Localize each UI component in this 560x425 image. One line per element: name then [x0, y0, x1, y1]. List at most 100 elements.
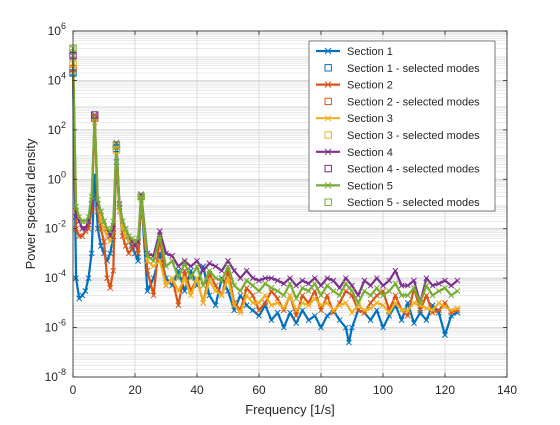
point-mark [218, 277, 225, 284]
point-mark [110, 267, 117, 274]
series-1-point [293, 320, 300, 327]
series-1-point [249, 307, 256, 314]
series-5-point [119, 218, 126, 225]
point-mark [122, 243, 129, 249]
point-mark [404, 299, 411, 306]
point-mark [274, 288, 281, 295]
series-5-point [225, 263, 231, 270]
point-mark [256, 288, 262, 295]
series-4-point [218, 267, 225, 274]
point-mark [293, 307, 300, 314]
point-mark [299, 292, 306, 299]
series-4-point [175, 263, 182, 270]
series-3-point [380, 302, 386, 309]
series-4-point [212, 263, 219, 270]
series-3-point [448, 307, 455, 314]
point-mark [97, 243, 104, 249]
y-tick-label: 106 [48, 21, 66, 38]
series-5-point [454, 288, 461, 295]
point-mark [345, 339, 352, 346]
series-5-point [318, 292, 324, 299]
series-3-point [237, 309, 244, 316]
point-mark [398, 292, 405, 299]
point-mark [243, 285, 250, 291]
y-tick-label: 10-6 [45, 318, 66, 335]
point-mark [144, 288, 151, 295]
point-mark [119, 218, 126, 225]
point-mark [386, 309, 393, 316]
point-mark [293, 320, 300, 327]
series-5-point [280, 292, 287, 299]
series-5-point [218, 277, 225, 284]
series-5-point [187, 275, 194, 282]
point-mark [231, 267, 238, 274]
series-3-point [268, 302, 275, 309]
point-mark [135, 250, 142, 257]
series-4-point [380, 282, 386, 289]
selected-mode-marker-5 [137, 192, 145, 201]
series-4-point [392, 267, 399, 274]
series-5-point [237, 288, 244, 295]
point-mark [110, 218, 117, 225]
point-mark [94, 196, 101, 203]
series-3-point [156, 257, 163, 264]
series-2-point [144, 267, 151, 274]
series-4-point [305, 280, 312, 287]
series-5-point [231, 282, 238, 289]
point-mark [293, 312, 300, 319]
legend-x-mark [324, 47, 332, 55]
series-5-point [423, 282, 430, 289]
point-mark [448, 307, 455, 314]
series-4-point [330, 277, 337, 284]
x-tick-label: 20 [128, 383, 142, 397]
series-1-point [82, 288, 89, 295]
point-mark [454, 305, 461, 312]
series-3-point [206, 277, 213, 284]
point-mark [107, 238, 114, 245]
point-mark [243, 292, 250, 299]
point-mark [299, 277, 306, 284]
series-4-point [454, 277, 461, 284]
point-mark [194, 263, 200, 270]
point-mark [163, 282, 169, 289]
series-2-point [150, 292, 157, 299]
series-3-point [175, 288, 182, 295]
y-tick-labels: 10-8 10-6 10-4 10-2 100 102 104 106 [45, 21, 66, 384]
point-mark [423, 305, 430, 312]
point-mark [249, 282, 256, 289]
y-tick-label: 102 [48, 120, 66, 137]
point-mark [324, 275, 331, 282]
series-2-point [274, 295, 281, 302]
series-4-point [181, 257, 188, 264]
point-mark [268, 275, 275, 282]
x-tick-label: 60 [252, 383, 266, 397]
point-mark [355, 307, 362, 314]
series-layer [70, 45, 461, 346]
series-3-point [373, 299, 380, 306]
point-mark [181, 288, 188, 295]
series-5-point [243, 277, 250, 284]
point-mark [442, 285, 448, 291]
series-3-point [305, 302, 312, 309]
legend-entry-selected-modes-2: Section 2 - selected modes [324, 96, 480, 108]
series-5-point [156, 233, 163, 240]
series-5-point [429, 292, 436, 299]
series-5-point [380, 292, 386, 299]
point-mark [299, 285, 306, 291]
point-mark [212, 302, 219, 309]
point-mark [218, 267, 225, 274]
point-mark [367, 299, 374, 306]
point-mark [398, 307, 405, 314]
point-mark [311, 288, 318, 295]
legend-entry-selected-modes-3: Section 3 - selected modes [324, 130, 480, 142]
series-1-point [206, 292, 213, 299]
series-3-point [262, 292, 269, 299]
series-4-point [342, 275, 349, 282]
point-mark [417, 309, 424, 316]
series-4-point [243, 267, 250, 274]
point-mark [206, 292, 213, 299]
series-5-point [85, 213, 92, 220]
point-mark [373, 299, 380, 306]
point-mark [169, 275, 176, 282]
